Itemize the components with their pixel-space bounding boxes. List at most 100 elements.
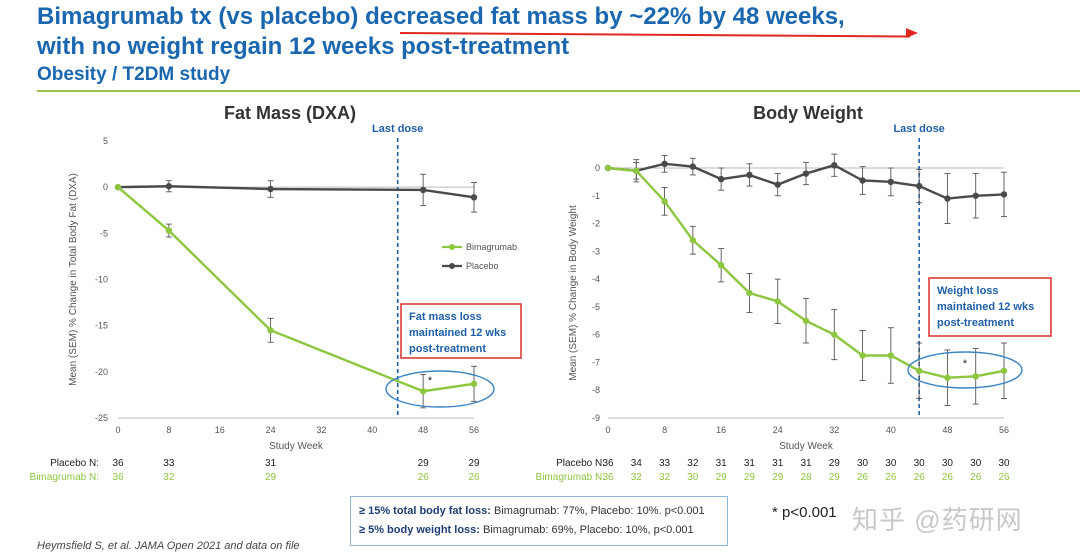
- stats-weight-label: ≥ 5% body weight loss:: [359, 524, 480, 536]
- n-value-placebo: 36: [602, 458, 614, 469]
- y-tick-label: 0: [595, 163, 600, 173]
- x-tick-label: 32: [829, 425, 839, 435]
- x-tick-label: 56: [999, 425, 1009, 435]
- y-tick-label: -20: [95, 367, 108, 377]
- data-point-placebo: [746, 171, 753, 179]
- data-point-bimagrumab: [802, 317, 810, 324]
- data-point-bimagrumab: [689, 237, 697, 244]
- callout-text: maintained 12 wks: [937, 301, 1034, 313]
- callout-text: Weight loss: [937, 285, 999, 297]
- callout-box: [400, 303, 522, 359]
- x-tick-label: 56: [469, 425, 479, 435]
- data-point-bimagrumab: [944, 374, 951, 381]
- x-axis-label: Study Week: [779, 441, 834, 452]
- data-point-bimagrumab: [661, 198, 668, 205]
- x-tick-label: 0: [115, 425, 120, 435]
- data-point-placebo: [972, 192, 979, 199]
- n-value-placebo: 36: [112, 458, 124, 469]
- n-label-bimagrumab: Bimagrumab N:: [30, 472, 99, 483]
- n-value-placebo: 34: [631, 458, 643, 469]
- y-tick-label: -6: [592, 330, 600, 340]
- legend-marker: [449, 263, 455, 269]
- citation: Heymsfield S, et al. JAMA Open 2021 and …: [37, 540, 300, 552]
- y-tick-label: -1: [592, 191, 600, 201]
- data-point-placebo: [267, 185, 274, 193]
- data-point-placebo: [774, 181, 781, 188]
- x-tick-label: 24: [773, 425, 783, 435]
- x-tick-label: 48: [942, 425, 952, 435]
- legend-label: Placebo: [466, 261, 499, 271]
- n-value-placebo: 31: [800, 458, 812, 469]
- callout-box: [928, 277, 1052, 337]
- n-value-bimagrumab: 26: [998, 472, 1010, 483]
- highlight-ellipse: [907, 351, 1023, 389]
- x-tick-label: 32: [316, 425, 326, 435]
- n-value-bimagrumab: 36: [112, 472, 124, 483]
- n-label-placebo: Placebo N:: [556, 458, 605, 469]
- x-tick-label: 8: [166, 425, 171, 435]
- n-value-bimagrumab: 28: [800, 472, 812, 483]
- last-dose-label: Last dose: [372, 123, 423, 135]
- chart-title-1: Body Weight: [753, 103, 863, 123]
- data-point-bimagrumab: [267, 327, 274, 334]
- n-value-bimagrumab: 26: [885, 472, 897, 483]
- data-point-bimagrumab: [859, 352, 866, 359]
- data-point-placebo: [915, 182, 923, 190]
- n-value-bimagrumab: 26: [468, 472, 480, 483]
- n-value-placebo: 29: [829, 458, 841, 469]
- n-value-bimagrumab: 26: [418, 472, 430, 483]
- x-tick-label: 0: [605, 425, 610, 435]
- red-arrow-icon: [906, 28, 918, 38]
- data-point-bimagrumab: [114, 183, 122, 191]
- stats-weight-text: Bimagrumab: 69%, Placebo: 10%, p<0.001: [479, 524, 694, 536]
- y-tick-label: 5: [103, 136, 108, 146]
- data-point-placebo: [802, 170, 810, 177]
- data-point-bimagrumab: [470, 380, 478, 388]
- data-point-placebo: [470, 194, 478, 201]
- y-tick-label: -25: [95, 413, 108, 423]
- data-point-bimagrumab: [774, 298, 781, 305]
- legend-label: Bimagrumab: [466, 242, 517, 252]
- n-value-placebo: 31: [772, 458, 784, 469]
- data-point-placebo: [1000, 191, 1008, 198]
- data-point-placebo: [165, 183, 173, 190]
- y-tick-label: 0: [103, 182, 108, 192]
- data-point-placebo: [661, 160, 668, 168]
- data-point-bimagrumab: [1000, 367, 1008, 374]
- data-point-bimagrumab: [419, 388, 427, 395]
- data-point-bimagrumab: [604, 164, 612, 172]
- n-value-bimagrumab: 32: [659, 472, 671, 483]
- n-value-bimagrumab: 32: [163, 472, 175, 483]
- last-dose-label: Last dose: [893, 123, 944, 135]
- stats-line-fat: ≥ 15% total body fat loss: Bimagrumab: 7…: [359, 505, 705, 517]
- study-subtitle: Obesity / T2DM study: [37, 64, 231, 85]
- n-value-placebo: 29: [418, 458, 430, 469]
- data-point-bimagrumab: [165, 227, 173, 234]
- data-point-bimagrumab: [831, 331, 838, 338]
- headline-line-1: Bimagrumab tx (vs placebo) decreased fat…: [37, 3, 845, 30]
- stats-line-weight: ≥ 5% body weight loss: Bimagrumab: 69%, …: [359, 524, 694, 536]
- n-value-placebo: 31: [265, 458, 277, 469]
- n-value-placebo: 30: [970, 458, 982, 469]
- data-point-placebo: [419, 186, 427, 194]
- y-axis-label: Mean (SEM) % Change in Total Body Fat (D…: [68, 173, 79, 386]
- n-value-placebo: 30: [885, 458, 897, 469]
- y-tick-label: -5: [592, 302, 600, 312]
- n-value-placebo: 30: [998, 458, 1010, 469]
- data-point-placebo: [717, 175, 725, 183]
- n-value-placebo: 32: [687, 458, 699, 469]
- callout-text: Fat mass loss: [409, 311, 482, 323]
- data-point-bimagrumab: [887, 352, 895, 359]
- legend-marker: [449, 244, 455, 250]
- n-value-placebo: 33: [659, 458, 671, 469]
- significance-star: *: [963, 358, 968, 370]
- stats-fat-text: Bimagrumab: 77%, Placebo: 10%. p<0.001: [490, 505, 705, 517]
- n-value-placebo: 29: [468, 458, 480, 469]
- n-value-placebo: 30: [914, 458, 926, 469]
- n-value-bimagrumab: 26: [857, 472, 869, 483]
- headline-line-2: with no weight regain 12 weeks post-trea…: [37, 33, 570, 60]
- series-line-bimagrumab: [117, 186, 475, 393]
- n-label-placebo: Placebo N:: [50, 458, 99, 469]
- data-point-bimagrumab: [717, 262, 725, 269]
